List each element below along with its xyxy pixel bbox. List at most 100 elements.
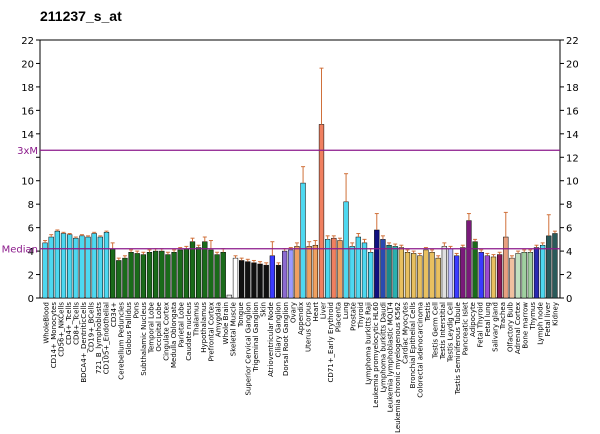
bar	[386, 244, 392, 299]
bar	[515, 253, 521, 299]
x-tick-label: CD19+_BCells	[88, 302, 96, 352]
bar	[140, 254, 147, 299]
bar	[374, 229, 380, 299]
x-tick-label: Liver	[319, 302, 327, 319]
chart-title: 211237_s_at	[40, 8, 122, 24]
x-tick-label: Lymph node	[536, 302, 544, 345]
bar	[128, 252, 134, 299]
y-tick-label-left: 18	[21, 83, 34, 94]
bar	[122, 257, 128, 299]
y-tick-label-left: 20	[21, 59, 34, 70]
y-tick-label-right: 20	[566, 59, 579, 70]
bar	[288, 249, 294, 299]
x-tick-label: Cerebellum Peduncles	[118, 302, 126, 380]
x-tick-label: Trachea	[499, 302, 507, 330]
bar	[527, 252, 534, 299]
x-tick-label: WholeBlood	[43, 302, 51, 344]
bar	[73, 237, 79, 299]
x-tick-label: Occipital Lobe	[155, 302, 163, 352]
bar	[159, 250, 165, 299]
x-tick-label: Pancreatic Islet	[462, 302, 470, 356]
x-tick-label: Adipocyte	[469, 302, 477, 337]
x-tick-label: Whole Brain	[222, 302, 230, 344]
bar	[503, 236, 509, 299]
x-tick-label: Olfactory Bulb	[506, 301, 514, 352]
bar	[533, 247, 540, 299]
y-tick-label-right: 10	[566, 177, 579, 188]
reference-line-label: Median	[2, 245, 38, 256]
bar	[103, 232, 110, 299]
x-tick-label: Uterus Corpus	[304, 302, 312, 352]
x-tick-label: Superior Cervical Ganglion	[245, 302, 253, 396]
bar	[214, 254, 220, 299]
bar	[60, 233, 67, 299]
y-tick-label-right: 12	[566, 153, 579, 164]
x-tick-label: BDCA4+_DentriticCells	[80, 302, 88, 383]
bar	[257, 263, 263, 299]
bar	[195, 247, 202, 299]
y-tick-label-left: 2	[28, 271, 34, 282]
bar	[294, 246, 300, 299]
bar	[331, 237, 337, 299]
x-tick-label: Leukemia chronic myelogenous K562	[394, 302, 402, 433]
bar	[152, 250, 159, 299]
bar	[367, 252, 374, 299]
x-tick-label: Testis Leydig Cell	[447, 302, 455, 363]
x-tick-label: Prefrontal Cortex	[207, 302, 215, 361]
bar	[460, 247, 466, 299]
x-tick-label: Lymphoma burkitts Raji	[364, 302, 372, 385]
y-tick-label-right: 18	[566, 83, 579, 94]
bar	[478, 252, 484, 299]
bar	[232, 257, 239, 299]
x-tick-label: Adrenal Cortex	[514, 302, 522, 354]
x-tick-label: Appendix	[297, 302, 305, 335]
x-tick-label: Atrioventricular Node	[267, 302, 275, 377]
x-tick-label: Globus Pallidus	[125, 302, 133, 355]
x-tick-label: Cingulate Cortex	[162, 302, 170, 361]
y-tick-label-right: 0	[566, 294, 572, 305]
x-tick-label: Skeletal Muscle	[230, 302, 238, 356]
x-tick-label: Ciliary Ganglion	[275, 302, 283, 357]
bar	[165, 254, 171, 299]
x-tick-label: Fetal Thyroid	[476, 302, 484, 347]
bar	[410, 253, 417, 299]
y-tick-label-right: 6	[566, 224, 572, 235]
bar	[146, 252, 153, 299]
x-tick-label: Fetal liver	[544, 302, 552, 336]
bar	[91, 233, 97, 299]
x-tick-label: Tongue	[237, 302, 245, 328]
bar	[97, 236, 104, 299]
x-tick-label: Salivary gland	[491, 302, 499, 352]
reference-line-label: 3xM	[17, 146, 38, 157]
bar	[490, 256, 497, 299]
bar	[521, 252, 527, 299]
bar	[251, 262, 257, 299]
x-tick-label: Pons	[132, 302, 140, 319]
x-tick-label: Leukemia lymphoblastic MOLT4	[387, 301, 395, 412]
y-tick-label-left: 22	[21, 36, 34, 47]
bar	[116, 260, 122, 299]
x-tick-label: CD105+_Endothelial	[103, 302, 111, 374]
bar	[263, 264, 269, 299]
x-tick-label: Leukemia promyelocytic HL60	[372, 302, 380, 408]
x-tick-label: Testis Seminiferous Tubule	[454, 302, 462, 395]
bar	[423, 249, 429, 299]
bar	[509, 257, 515, 299]
x-tick-label: CD4+_Tcells	[65, 302, 73, 345]
x-tick-label: CD56+_NKCells	[58, 302, 66, 357]
y-tick-label-left: 4	[28, 247, 34, 258]
bar	[453, 255, 460, 299]
x-tick-label: Thalamus	[192, 302, 200, 337]
x-tick-label: Thyroid	[357, 302, 365, 329]
x-tick-label: Skin	[260, 302, 268, 317]
x-tick-label: Dorsal Root Ganglion	[282, 302, 290, 376]
y-tick-label-left: 16	[21, 106, 34, 117]
x-tick-label: CD71+_Early Erythroid	[327, 302, 335, 382]
x-tick-label: Cardiac Myocytes	[402, 302, 410, 364]
bar	[85, 236, 91, 299]
x-tick-label: Testis	[424, 302, 432, 323]
bar	[226, 294, 233, 299]
y-tick-label-right: 4	[566, 247, 572, 258]
x-tick-label: Lymphoma burkitts Daudi	[379, 302, 387, 392]
